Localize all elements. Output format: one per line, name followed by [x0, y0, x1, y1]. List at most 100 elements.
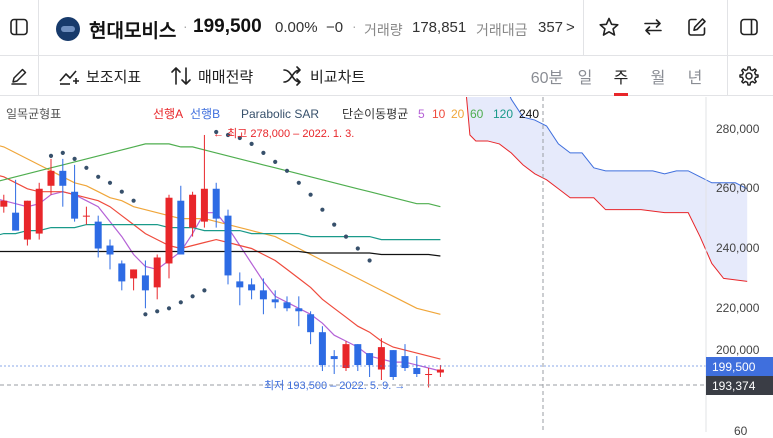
candle-body [0, 200, 8, 207]
legend-ma240[interactable]: 240 [519, 107, 539, 121]
period-60min[interactable]: 60분 [530, 70, 564, 87]
candle-body [177, 200, 185, 255]
shuffle-icon [283, 66, 301, 86]
legend-ma20[interactable]: 20 [451, 107, 465, 121]
psar-dot [155, 309, 160, 314]
legend-span-a[interactable]: 선행A [153, 106, 183, 121]
current-price-tag: 199,500 [706, 357, 773, 376]
candle[interactable] [59, 158, 67, 207]
legend-ma-title[interactable]: 단순이동평균 [342, 107, 408, 121]
volume-axis-tick: 60 [734, 424, 748, 438]
candle[interactable] [436, 365, 444, 378]
legend-span-b[interactable]: 선행B [190, 106, 220, 121]
strategy-button[interactable]: 매매전략 [170, 56, 253, 96]
compare-label: 비교차트 [310, 68, 366, 86]
period-year[interactable]: 년 [687, 70, 703, 87]
compare-button[interactable]: 비교차트 [282, 56, 365, 96]
candle[interactable] [377, 338, 385, 380]
header-divider-2 [583, 0, 584, 56]
candle[interactable] [224, 209, 232, 285]
sidebar-toggle-button[interactable] [4, 12, 34, 42]
price-chart[interactable]: 일목균형표 선행A 선행B Parabolic SAR 단순이동평균 5 10 … [0, 97, 773, 432]
candle-body [212, 188, 220, 219]
candle[interactable] [177, 185, 185, 255]
span-b-line [509, 97, 748, 190]
y-tick-220000: 220,000 [716, 301, 760, 315]
candle[interactable] [318, 326, 326, 372]
candle[interactable] [12, 179, 20, 231]
psar-dot [72, 156, 77, 161]
cloud-fill [466, 97, 748, 282]
candle[interactable] [389, 350, 397, 380]
candle[interactable] [47, 158, 55, 195]
period-week[interactable]: 주 [613, 70, 629, 87]
chart-settings-button[interactable] [734, 61, 764, 91]
candle[interactable] [354, 344, 362, 372]
candle[interactable] [307, 311, 315, 345]
toolbar-divider [38, 56, 39, 96]
indicators-button[interactable]: 보조지표 [58, 56, 141, 96]
legend-ma10[interactable]: 10 [432, 107, 446, 121]
candle[interactable] [366, 353, 374, 378]
candle-body [401, 356, 409, 369]
ma-line-240 [0, 250, 441, 257]
candle[interactable] [342, 341, 350, 372]
candle-body [153, 257, 161, 288]
legend-ma120[interactable]: 120 [493, 107, 513, 121]
candle-body [236, 281, 244, 288]
candle[interactable] [200, 134, 208, 228]
candle-body [248, 284, 256, 291]
header-dot-separator-2: · [352, 18, 357, 34]
header-more-button[interactable]: > [566, 19, 575, 36]
current-price: 199,500 [193, 16, 262, 37]
candle[interactable] [401, 344, 409, 372]
stock-logo [56, 17, 80, 41]
swap-arrows-icon [644, 19, 662, 35]
draw-tool-button[interactable] [4, 61, 34, 91]
psar-dot [119, 189, 124, 194]
candle[interactable] [189, 191, 197, 237]
period-day[interactable]: 일 [577, 70, 593, 87]
psar-dot [284, 168, 290, 173]
candle[interactable] [141, 260, 149, 309]
candle[interactable] [248, 278, 256, 300]
edit-button[interactable] [682, 12, 712, 42]
candle[interactable] [283, 296, 291, 312]
psar-dot [202, 288, 207, 293]
candle[interactable] [94, 215, 102, 258]
candle[interactable] [106, 239, 114, 270]
candle[interactable] [259, 278, 267, 315]
legend-psar[interactable]: Parabolic SAR [241, 107, 319, 121]
candle[interactable] [153, 254, 161, 300]
candle[interactable] [425, 368, 433, 388]
legend-ma60[interactable]: 60 [470, 107, 484, 121]
swap-button[interactable] [638, 12, 668, 42]
psar-dot [178, 300, 183, 305]
legend-ma5[interactable]: 5 [418, 107, 425, 121]
period-month[interactable]: 월 [650, 70, 666, 87]
candle[interactable] [271, 290, 279, 309]
candle-body [118, 263, 126, 282]
candle[interactable] [165, 194, 173, 279]
favorite-button[interactable] [594, 12, 624, 42]
candle[interactable] [413, 356, 421, 378]
candle[interactable] [23, 200, 31, 246]
right-panel-toggle-button[interactable] [734, 12, 764, 42]
candle[interactable] [330, 350, 338, 375]
candle[interactable] [295, 296, 303, 327]
header-divider [38, 0, 39, 56]
candle[interactable] [0, 194, 8, 213]
candle-body [354, 344, 362, 366]
active-period-underline [614, 93, 628, 96]
candle[interactable] [71, 164, 79, 222]
candle[interactable] [212, 182, 220, 228]
candle[interactable] [35, 182, 43, 240]
candle[interactable] [82, 206, 90, 225]
candle[interactable] [236, 272, 244, 306]
psar-dot [367, 258, 372, 263]
candle[interactable] [130, 269, 138, 291]
stock-name[interactable]: 현대모비스 [89, 21, 177, 42]
candle[interactable] [118, 260, 126, 291]
candle-body [307, 314, 315, 333]
legend-ichimoku[interactable]: 일목균형표 [6, 107, 61, 121]
